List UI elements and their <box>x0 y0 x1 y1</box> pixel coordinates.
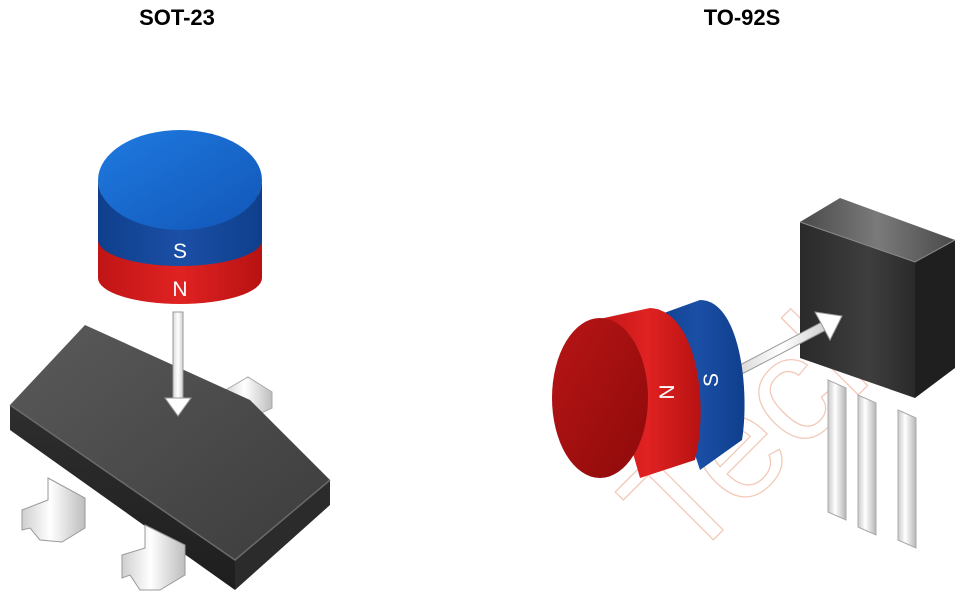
field-direction-arrow-right <box>737 311 843 375</box>
south-pole-label: S <box>173 240 187 263</box>
to92s-body <box>799 198 956 398</box>
to92s-body-front <box>800 222 915 398</box>
south-pole-label-rotated: S <box>700 373 723 387</box>
magnet-vertical: S N <box>98 130 262 304</box>
to92s-title: TO-92S <box>703 5 781 30</box>
to92s-body-side <box>915 240 955 398</box>
sot23-package <box>9 325 331 591</box>
north-pole-label: N <box>172 278 187 301</box>
to92s-pins <box>827 379 917 549</box>
field-direction-arrow-down <box>164 311 192 417</box>
to92s-body-top <box>800 198 955 262</box>
sot23-title: SOT-23 <box>139 5 215 30</box>
to92s-pin-1 <box>827 379 847 521</box>
sot23-lead-right <box>121 524 186 591</box>
sot23-body-top <box>10 325 330 560</box>
north-pole-label-rotated: N <box>656 384 679 399</box>
to92s-pin-2 <box>857 394 877 536</box>
magnet-horizontal: N S <box>552 300 745 478</box>
sot23-lead-left <box>21 477 86 543</box>
to92s-pin-3 <box>897 409 917 549</box>
sot23-body-right <box>235 480 330 590</box>
